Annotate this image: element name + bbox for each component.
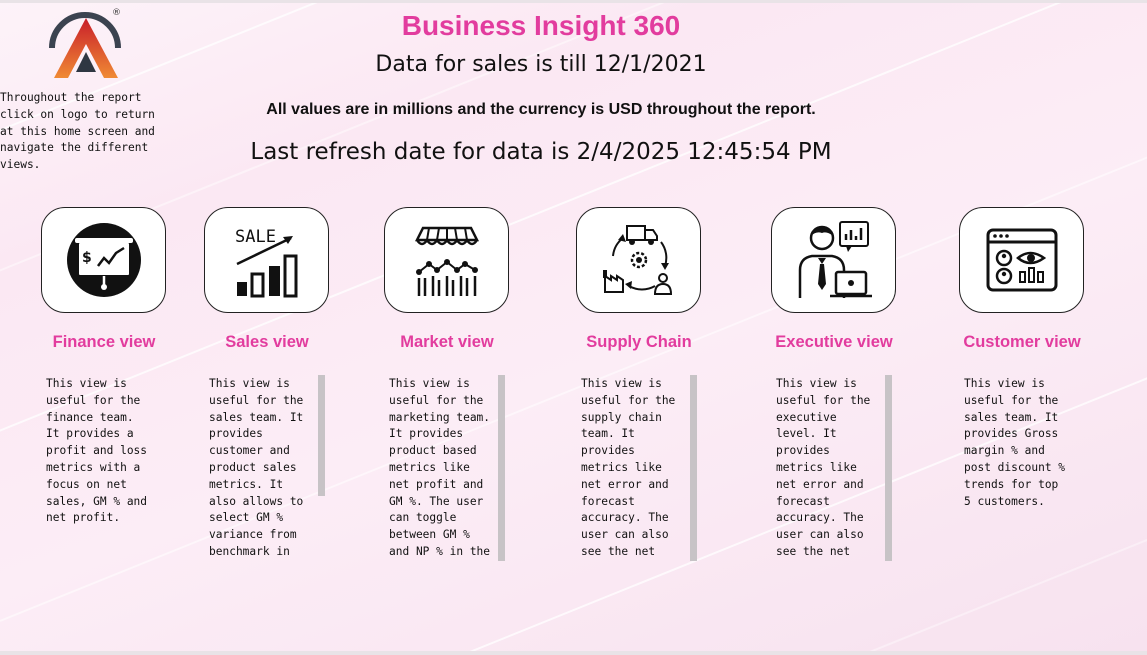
market-view-label[interactable]: Market view [400,333,494,351]
executive-view-label[interactable]: Executive view [775,333,893,351]
home-logo-button[interactable]: ® [46,8,126,84]
sales-chart-icon: SALE [235,227,297,298]
brand-logo-icon [49,12,121,78]
customer-screen-icon [986,228,1057,292]
supply-chain-description: This view is useful for the supply chain… [581,377,676,558]
executive-view-description: This view is useful for the executive le… [776,377,871,558]
page-title: Business Insight 360 [401,10,681,41]
sales-description-scrollbar[interactable] [318,375,325,561]
executive-description-scrollbar[interactable] [885,375,892,561]
sales-date-subtitle: Data for sales is till 12/1/2021 [375,52,707,77]
sale-text: SALE [235,227,276,247]
finance-view-label[interactable]: Finance view [52,333,156,351]
currency-note: All values are in millions and the curre… [266,101,816,118]
sales-view-button[interactable]: SALE [204,207,329,313]
sales-view-description: This view is useful for the sales team. … [209,377,304,558]
scrollbar-thumb[interactable] [318,375,325,496]
sales-view-label[interactable]: Sales view [225,333,309,351]
scrollbar-thumb[interactable] [498,375,505,561]
market-description-scrollbar[interactable] [498,375,505,561]
refresh-date: Last refresh date for data is 2/4/2025 1… [250,139,832,165]
executive-icon [798,221,872,298]
supply-chain-icon [602,225,672,295]
executive-view-button[interactable] [771,207,896,313]
registered-mark: ® [112,8,121,18]
frame-top-border [0,0,1147,3]
market-view-description: This view is useful for the marketing te… [389,377,491,558]
supply-chain-label[interactable]: Supply Chain [586,333,692,351]
finance-board-icon: $ [66,223,141,297]
navigation-hint: Throughout the report click on logo to r… [0,91,155,172]
supply-chain-description-scrollbar[interactable] [690,375,697,561]
customer-view-description: This view is useful for the sales team. … [964,377,1066,508]
finance-view-button[interactable]: $ [41,207,166,313]
market-view-button[interactable] [384,207,509,313]
scrollbar-thumb[interactable] [690,375,697,561]
scrollbar-thumb[interactable] [885,375,892,561]
svg-text:$: $ [82,250,92,266]
market-stall-icon [414,226,479,296]
customer-view-button[interactable] [959,207,1084,313]
customer-view-label[interactable]: Customer view [963,333,1081,351]
frame-bottom-border [0,651,1147,655]
supply-chain-view-button[interactable] [576,207,701,313]
finance-view-description: This view is useful for the finance team… [46,377,148,525]
